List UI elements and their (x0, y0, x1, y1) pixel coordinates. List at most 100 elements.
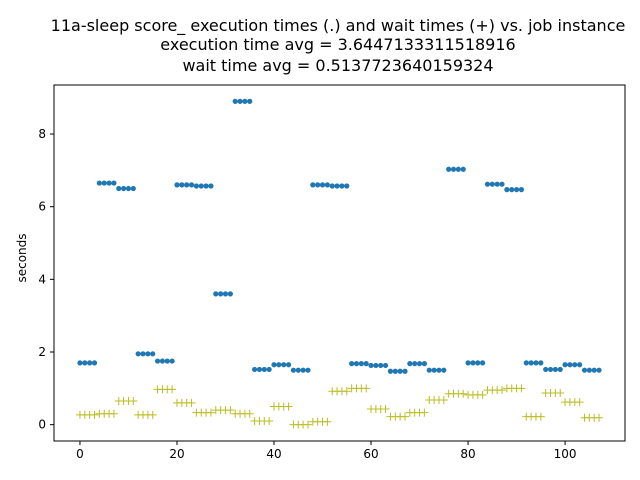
execution-time-point (349, 361, 355, 367)
axes: 0 20 40 60 80 100 0 2 4 6 8 (38, 84, 626, 461)
wait-time-point (284, 402, 293, 411)
execution-time-point (135, 351, 141, 357)
execution-time-point (547, 366, 554, 373)
y-tick-label: 6 (38, 200, 46, 214)
execution-time-point (450, 166, 457, 172)
y-axis-label: seconds (15, 233, 29, 282)
y-tick-label: 0 (38, 418, 46, 432)
x-tick-label: 20 (169, 447, 184, 461)
execution-time-point (121, 185, 127, 192)
execution-time-point (577, 362, 583, 368)
execution-time-point (247, 98, 253, 104)
execution-time-point (174, 182, 180, 188)
wait-time-point (420, 408, 429, 417)
execution-time-point (319, 182, 326, 188)
execution-time-point (290, 367, 297, 373)
execution-time-point (106, 180, 112, 186)
execution-time-point (188, 182, 195, 188)
execution-time-point (392, 368, 398, 374)
execution-time-point (382, 362, 389, 369)
execution-time-point (111, 180, 117, 186)
execution-time-point (572, 362, 578, 368)
execution-time-point (154, 358, 161, 364)
y-tick-label: 2 (38, 345, 46, 359)
execution-time-point (310, 182, 316, 188)
execution-time-point (455, 166, 461, 172)
execution-time-point (446, 166, 452, 172)
wait-time-point (323, 417, 332, 426)
execution-time-point (353, 361, 360, 367)
execution-time-point (441, 367, 447, 373)
execution-time-point (538, 360, 544, 366)
execution-time-point (581, 367, 588, 373)
x-tick-label: 0 (76, 447, 84, 461)
execution-time-point (543, 366, 549, 373)
wait-time-point (478, 390, 487, 399)
execution-time-point (87, 360, 93, 366)
execution-time-point (281, 362, 287, 368)
execution-time-point (475, 360, 481, 366)
execution-time-point (557, 366, 563, 373)
y-tick-label: 4 (38, 272, 46, 286)
wait-time-point (245, 409, 254, 418)
execution-time-point (145, 351, 151, 357)
execution-time-point (179, 182, 185, 188)
wait-time-point (303, 420, 312, 429)
wait-time-point (459, 389, 468, 398)
execution-time-point (222, 291, 229, 297)
chart-title-line-1: 11a-sleep score_ execution times (.) and… (51, 16, 626, 36)
execution-time-point (489, 181, 495, 187)
execution-time-point (387, 368, 394, 374)
execution-time-point (460, 166, 466, 172)
execution-time-point (305, 367, 311, 373)
wait-time-point (168, 385, 177, 394)
execution-time-point (164, 358, 170, 364)
execution-time-point (261, 366, 267, 373)
execution-time-point (431, 367, 437, 373)
execution-time-point (596, 367, 602, 373)
chart-title-line-3: wait time avg = 0.5137723640159324 (182, 56, 493, 75)
execution-time-point (256, 366, 263, 373)
execution-time-series (77, 98, 602, 374)
execution-time-point (513, 187, 520, 193)
execution-time-point (523, 360, 529, 366)
execution-time-point (203, 183, 209, 189)
execution-time-point (368, 362, 374, 369)
execution-time-point (373, 362, 379, 369)
wait-time-point (148, 410, 157, 419)
execution-time-point (358, 361, 364, 367)
chart-title: 11a-sleep score_ execution times (.) and… (51, 16, 626, 75)
wait-time-point (439, 395, 448, 404)
execution-time-point (252, 366, 258, 373)
execution-time-point (518, 187, 525, 193)
execution-time-point (567, 362, 573, 368)
wait-time-point (400, 412, 409, 421)
wait-time-point (362, 384, 371, 393)
execution-time-point (271, 362, 277, 368)
execution-time-point (329, 183, 335, 189)
execution-time-point (499, 181, 505, 187)
execution-time-point (193, 183, 199, 189)
wait-time-point (90, 410, 99, 419)
y-tick-label: 8 (38, 127, 46, 141)
execution-time-point (96, 180, 102, 186)
execution-time-point (533, 360, 539, 366)
wait-time-point (265, 417, 274, 426)
execution-time-point (150, 351, 156, 357)
plot-area (75, 98, 604, 429)
execution-time-point (300, 367, 306, 373)
execution-time-point (227, 291, 233, 297)
execution-time-point (509, 187, 515, 193)
wait-time-point (595, 413, 604, 422)
execution-time-point (421, 361, 427, 367)
execution-time-point (397, 368, 403, 374)
execution-time-point (504, 187, 510, 193)
execution-time-point (184, 182, 190, 188)
execution-time-point (416, 361, 423, 367)
chart-title-line-2: execution time avg = 3.6447133311518916 (160, 35, 515, 54)
wait-time-point (187, 398, 196, 407)
x-tick-label: 40 (266, 447, 281, 461)
execution-time-point (91, 360, 98, 366)
wait-time-point (536, 412, 545, 421)
